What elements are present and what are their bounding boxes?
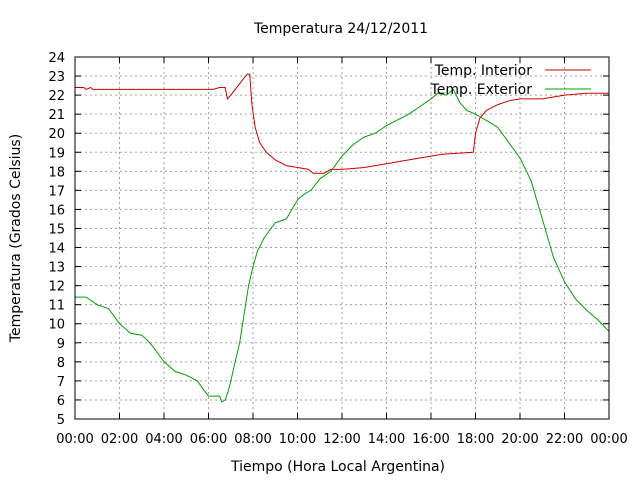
x-tick-label: 12:00 [323, 432, 360, 447]
y-tick-label: 10 [48, 318, 65, 333]
x-tick-label: 00:00 [56, 432, 93, 447]
x-tick-label: 14:00 [368, 432, 405, 447]
grid [75, 57, 609, 419]
y-tick-label: 5 [57, 413, 65, 428]
x-tick-label: 04:00 [145, 432, 182, 447]
x-tick-label: 18:00 [457, 432, 494, 447]
y-tick-label: 16 [48, 203, 65, 218]
y-tick-label: 6 [57, 394, 65, 409]
y-tick-label: 17 [48, 184, 65, 199]
x-tick-label: 08:00 [234, 432, 271, 447]
y-tick-labels: 5 6 7 8 9 10 11 12 13 14 15 16 17 18 19 20 21 22 23 24 [48, 51, 65, 428]
x-tick-label: 22:00 [546, 432, 583, 447]
axes-ticks [74, 56, 610, 420]
y-tick-label: 21 [48, 108, 65, 123]
y-tick-label: 11 [48, 299, 65, 314]
y-tick-label: 15 [48, 222, 65, 237]
plot-area [75, 73, 610, 403]
y-tick-label: 14 [48, 242, 65, 257]
series-line-exterior [75, 88, 610, 403]
x-tick-label: 16:00 [412, 432, 449, 447]
chart-title: Temperatura 24/12/2011 [253, 21, 428, 37]
legend-label: Temp. Exterior [430, 82, 533, 98]
y-tick-label: 22 [48, 89, 65, 104]
y-tick-label: 9 [57, 337, 65, 352]
series-line-interior [75, 73, 609, 174]
x-tick-label: 20:00 [501, 432, 538, 447]
legend: Temp. Interior Temp. Exterior [430, 63, 591, 98]
y-tick-label: 23 [48, 70, 65, 85]
x-tick-label: 10:00 [279, 432, 316, 447]
y-tick-label: 7 [57, 375, 65, 390]
y-tick-label: 18 [48, 165, 65, 180]
y-tick-label: 19 [48, 146, 65, 161]
y-tick-label: 13 [48, 261, 65, 276]
x-tick-label: 02:00 [101, 432, 138, 447]
y-tick-label: 24 [48, 51, 65, 66]
y-axis-title: Temperatura (Grados Celsius) [8, 134, 24, 343]
x-axis-title: Tiempo (Hora Local Argentina) [230, 459, 445, 475]
legend-label: Temp. Interior [434, 63, 533, 79]
y-tick-label: 20 [48, 127, 65, 142]
x-tick-labels: 00:00 02:00 04:00 06:00 08:00 10:00 12:00 14:00… [56, 432, 627, 447]
y-tick-label: 8 [57, 356, 65, 371]
x-tick-label: 00:00 [590, 432, 627, 447]
y-tick-label: 12 [48, 280, 65, 295]
x-tick-label: 06:00 [190, 432, 227, 447]
